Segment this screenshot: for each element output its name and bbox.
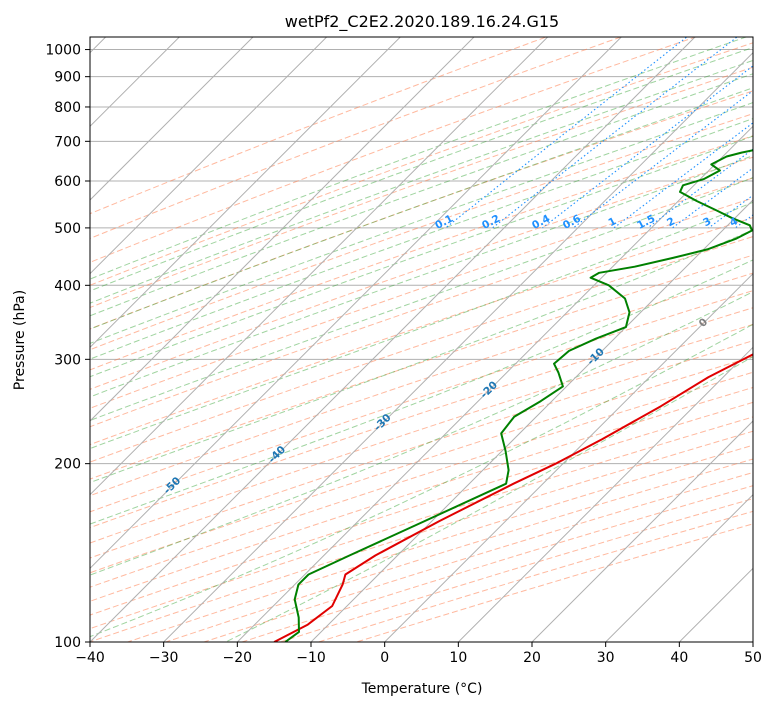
x-tick-label: −30 [149, 650, 179, 666]
x-tick-label: −40 [75, 650, 105, 666]
isotherm-line [90, 37, 696, 642]
x-tick-label: −20 [223, 650, 253, 666]
dry-adiabat [90, 37, 698, 263]
moist-adiabat [90, 37, 748, 280]
y-tick-label: 700 [54, 134, 81, 150]
x-tick-label: 30 [597, 650, 615, 666]
dry-adiabat [90, 340, 753, 559]
mixing-ratio-line [445, 37, 688, 229]
moist-adiabats [90, 37, 753, 642]
dry-adiabat [90, 113, 753, 351]
isotherm-line [236, 125, 753, 642]
moist-adiabat [90, 177, 753, 422]
isotherm-line [90, 37, 475, 422]
isotherm-line [90, 37, 549, 496]
isotherm-line [383, 272, 753, 642]
dry-adiabat [90, 371, 753, 588]
dry-adiabat [90, 386, 753, 602]
dry-adiabats [90, 37, 753, 642]
isotherm-line [310, 199, 753, 642]
y-tick-label: 800 [54, 100, 81, 116]
dry-adiabat [90, 290, 753, 513]
moist-adiabat [90, 118, 753, 360]
temperature-profile [273, 353, 753, 642]
isotherm-line [90, 37, 623, 570]
plot-frame [89, 36, 754, 643]
pressure-gridlines [90, 49, 753, 642]
y-tick-label: 200 [54, 457, 81, 473]
dry-adiabat [90, 323, 753, 544]
x-axis-ticks: −40 −30 −20 −10 0 10 20 30 40 50 [75, 642, 762, 666]
dry-adiabat [90, 217, 753, 446]
dry-adiabat [90, 37, 548, 215]
moist-adiabat [90, 59, 753, 304]
y-axis-ticks: 100 200 300 400 500 600 700 800 900 1000 [45, 43, 90, 651]
chart-title: wetPf2_C2E2.2020.189.16.24.G15 [285, 12, 559, 32]
x-tick-label: 50 [744, 650, 762, 666]
x-axis-label: Temperature (°C) [361, 681, 483, 697]
isotherm-line [604, 493, 753, 642]
mixing-ratio-line [542, 65, 753, 229]
dewpoint-profile [284, 149, 753, 642]
dry-adiabat [90, 236, 753, 463]
profile-series [273, 149, 753, 642]
moist-adiabat [90, 73, 753, 317]
y-tick-label: 300 [54, 352, 81, 368]
y-tick-label: 500 [54, 221, 81, 237]
moist-adiabat [90, 102, 753, 344]
isotherm-line [531, 420, 753, 642]
mixing-ratio-line [492, 37, 738, 229]
x-tick-label: 0 [380, 650, 389, 666]
mixing-ratio-lines [445, 37, 753, 229]
y-tick-label: 100 [54, 635, 81, 651]
isotherm-line [162, 51, 753, 642]
x-tick-label: 10 [449, 650, 467, 666]
y-tick-label: 600 [54, 174, 81, 190]
x-tick-label: −10 [296, 650, 326, 666]
dry-adiabat [90, 135, 753, 371]
moist-adiabat [90, 323, 753, 638]
isotherm-line [90, 37, 328, 275]
dry-adiabat [90, 177, 753, 409]
x-tick-label: 40 [670, 650, 688, 666]
y-tick-label: 1000 [45, 43, 81, 59]
dry-adiabat [90, 197, 753, 428]
y-tick-label: 400 [54, 278, 81, 294]
dry-adiabat [90, 42, 753, 286]
dry-adiabat [90, 272, 753, 497]
x-tick-label: 20 [523, 650, 541, 666]
moist-adiabat [90, 46, 753, 292]
y-tick-label: 900 [54, 70, 81, 86]
y-axis-label: Pressure (hPa) [12, 290, 28, 390]
plot-area: -100-90-80-70-60-50-40-30-20-10010203040… [90, 37, 753, 642]
isotherm-line [90, 37, 254, 201]
isotherm-line [457, 346, 753, 642]
mixing-ratio-line [613, 122, 753, 229]
